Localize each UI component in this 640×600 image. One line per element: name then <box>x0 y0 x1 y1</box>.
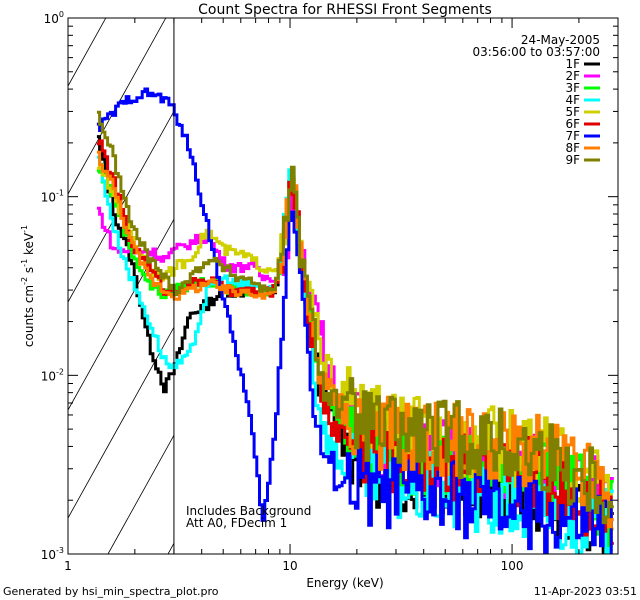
legend-label-8F: 8F <box>565 141 580 155</box>
footer-timestamp: 11-Apr-2023 03:51 <box>534 585 637 598</box>
series-lines <box>96 87 614 554</box>
y-tick-exp: 0 <box>59 10 64 19</box>
chart-title: Count Spectra for RHESSI Front Segments <box>198 2 492 18</box>
y-tick-label: 10-1 <box>41 189 64 205</box>
y-axis-label-sup1: -2 <box>20 277 29 285</box>
legend-label-2F: 2F <box>565 69 580 83</box>
legend-label-7F: 7F <box>565 129 580 143</box>
footer-generated-by: Generated by hsi_min_spectra_plot.pro <box>3 585 219 598</box>
y-tick-label: 100 <box>44 10 64 26</box>
y-tick-exp: -3 <box>56 546 64 555</box>
x-tick-label: 100 <box>501 559 524 573</box>
y-tick-exp: -2 <box>56 367 64 376</box>
y-tick-label: 10-2 <box>41 367 64 383</box>
axis-ticks <box>67 18 619 555</box>
y-tick-base: 10 <box>44 12 59 26</box>
y-tick-base: 10 <box>41 191 56 205</box>
legend-label-5F: 5F <box>565 105 580 119</box>
y-axis-label: counts cm-2 s-1 keV-1 <box>20 225 36 347</box>
y-axis-label-main: counts cm <box>22 285 36 347</box>
y-axis-label-sup3: -1 <box>20 225 29 233</box>
note-attenuator: Att A0, FDecim 1 <box>186 516 287 530</box>
plot-frame <box>67 17 619 555</box>
y-tick-label: 10-3 <box>41 546 64 562</box>
legend-label-4F: 4F <box>565 93 580 107</box>
y-tick-base: 10 <box>41 548 56 562</box>
legend-label-3F: 3F <box>565 81 580 95</box>
x-axis-label: Energy (keV) <box>306 576 383 590</box>
legend-label-6F: 6F <box>565 117 580 131</box>
y-tick-base: 10 <box>41 369 56 383</box>
legend-date: 24-May-2005 <box>521 33 600 47</box>
y-tick-exp: -1 <box>56 189 64 198</box>
legend-time: 03:56:00 to 03:57:00 <box>473 45 600 59</box>
x-tick-label: 10 <box>282 559 297 573</box>
legend-label-9F: 9F <box>565 153 580 167</box>
y-axis-label-mid2: keV <box>22 232 36 259</box>
x-tick-label: 1 <box>64 559 72 573</box>
y-axis-label-sup2: -1 <box>20 259 29 267</box>
legend-label-1F: 1F <box>565 57 580 71</box>
x-tick-labels: 1 10 100 <box>64 559 523 573</box>
note-background: Includes Background <box>186 504 311 518</box>
y-axis-label-mid: s <box>22 267 36 277</box>
series-line-9F <box>96 110 614 525</box>
